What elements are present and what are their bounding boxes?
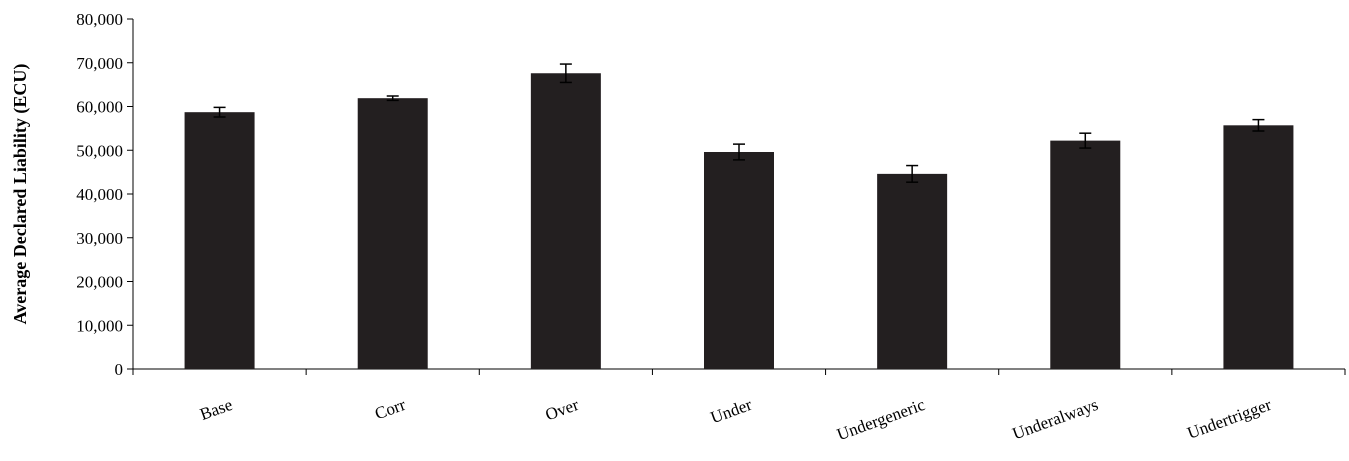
x-tick-label: Undergeneric: [834, 395, 928, 445]
y-tick-label: 40,000: [76, 185, 123, 204]
bar: [357, 98, 428, 369]
y-tick-label: 80,000: [76, 10, 123, 29]
x-tick-label: Corr: [372, 395, 408, 424]
y-tick-label: 50,000: [76, 141, 123, 160]
y-tick-label: 10,000: [76, 316, 123, 335]
bar: [530, 73, 601, 369]
y-axis-title: Average Declared Liability (ECU): [10, 64, 31, 325]
x-tick-label: Undertrigger: [1185, 395, 1274, 443]
x-tick-label: Underalways: [1010, 395, 1101, 444]
y-tick-label: 20,000: [76, 273, 123, 292]
bar: [1223, 125, 1294, 369]
y-tick-label: 60,000: [76, 98, 123, 117]
bar: [1050, 140, 1121, 369]
y-tick-label: 30,000: [76, 229, 123, 248]
x-tick-label: Under: [708, 395, 755, 428]
y-axis: 0 10,000 20,000 30,000 40,000 50,000 60,000 70,…: [76, 10, 134, 379]
bars: [184, 73, 1294, 369]
y-tick-label: 70,000: [76, 54, 123, 73]
x-tick-label: Over: [543, 395, 582, 425]
y-tick-label: 0: [115, 360, 124, 379]
bar: [877, 173, 948, 369]
bar: [704, 152, 774, 369]
x-axis: Base Corr Over Under Undergeneric Underalways…: [132, 368, 1346, 445]
error-bars: [213, 63, 1265, 183]
bar: [184, 112, 255, 369]
x-tick-label: Base: [197, 395, 235, 424]
